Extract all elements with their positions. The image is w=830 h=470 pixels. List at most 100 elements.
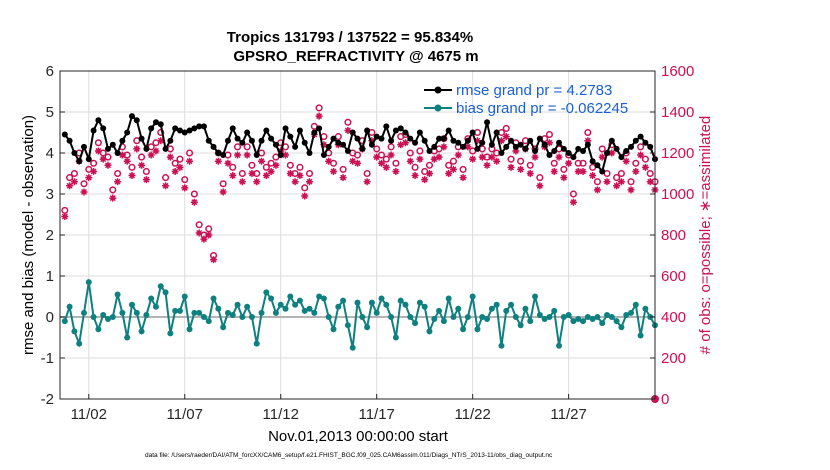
bias-point-114 <box>608 314 615 320</box>
bias-point-20 <box>157 283 164 290</box>
rmse-point-37 <box>239 139 246 146</box>
possible-point-99 <box>536 174 544 182</box>
y-tick-label-0: -2 <box>41 391 54 408</box>
assimilated-point-87 <box>478 153 486 161</box>
rmse-point-22 <box>167 137 174 144</box>
bias-point-83 <box>460 326 467 333</box>
possible-point-51 <box>305 169 314 178</box>
assimilated-point-89 <box>488 153 496 161</box>
rmse-point-10 <box>109 141 116 148</box>
assimilated-point-105 <box>565 159 573 167</box>
assimilated-point-74 <box>416 155 424 163</box>
bias-point-75 <box>421 303 428 310</box>
bias-point-33 <box>220 324 227 331</box>
assimilated-point-82 <box>454 151 462 159</box>
assimilated-point-38 <box>243 151 251 159</box>
possible-point-23 <box>171 159 179 167</box>
y2-tick-label-2: 400 <box>661 309 686 326</box>
possible-point-93 <box>507 155 515 163</box>
assimilated-point-98 <box>531 153 539 161</box>
rmse-point-76 <box>426 147 433 154</box>
possible-point-108 <box>579 159 587 167</box>
rmse-point-112 <box>599 168 606 175</box>
possible-point-102 <box>550 159 558 167</box>
bias-point-70 <box>397 297 404 304</box>
assimilated-point-33 <box>219 188 227 196</box>
y2-tick-label-3: 600 <box>661 268 686 285</box>
bias-point-104 <box>560 314 567 320</box>
assimilated-point-73 <box>411 172 419 180</box>
rmse-point-66 <box>378 135 385 142</box>
y2-axis-ticks: 0 200 400 600 800 1000 1200 1400 1600 <box>650 63 694 408</box>
possible-point-76 <box>425 161 434 169</box>
rmse-point-13 <box>124 129 131 136</box>
assimilated-point-92 <box>502 133 510 141</box>
possible-point-97 <box>526 161 534 169</box>
rmse-point-26 <box>186 127 193 134</box>
possible-point-74 <box>416 147 424 155</box>
bias-point-44 <box>272 309 279 316</box>
possible-point-14 <box>128 163 136 171</box>
bias-point-85 <box>469 293 476 300</box>
bias-point-12 <box>119 309 126 316</box>
assimilated-point-34 <box>224 159 232 167</box>
bias-point-24 <box>176 307 183 314</box>
bias-point-53 <box>316 293 323 300</box>
assimilated-point-18 <box>147 151 155 159</box>
rmse-point-61 <box>354 135 361 142</box>
assimilated-point-112 <box>598 153 606 161</box>
assimilated-point-67 <box>382 163 390 171</box>
rmse-point-18 <box>148 125 155 132</box>
assimilated-point-42 <box>262 172 270 180</box>
bias-point-25 <box>181 293 188 300</box>
assimilated-point-0 <box>61 213 69 221</box>
bias-point-76 <box>426 328 433 335</box>
bias-point-115 <box>613 318 620 325</box>
possible-point-111 <box>593 178 601 186</box>
bias-point-52 <box>311 309 318 316</box>
legend-rmse-text: rmse grand pr = 4.2783 <box>456 82 612 99</box>
y-tick-label-4: 2 <box>46 227 54 244</box>
bias-point-80 <box>445 295 452 302</box>
bias-point-37 <box>239 314 246 320</box>
assimilated-point-114 <box>608 149 616 157</box>
assimilated-point-29 <box>200 235 208 243</box>
rmse-point-58 <box>340 141 347 148</box>
bias-point-99 <box>536 311 543 318</box>
assimilated-point-101 <box>545 139 553 147</box>
rmse-point-70 <box>397 125 404 132</box>
rmse-point-98 <box>532 147 539 154</box>
rmse-point-90 <box>493 129 500 136</box>
assimilated-point-88 <box>483 161 491 169</box>
rmse-point-4 <box>80 143 87 150</box>
rmse-point-50 <box>301 139 308 146</box>
bias-point-92 <box>503 307 510 314</box>
possible-point-27 <box>190 190 198 198</box>
assimilated-point-97 <box>526 170 534 177</box>
rmse-point-42 <box>263 127 270 134</box>
possible-point-35 <box>229 163 237 171</box>
chart-subtitle: GPSRO_REFRACTIVITY @ 4675 m <box>233 48 478 65</box>
assimilated-point-41 <box>258 157 266 165</box>
y2-tick-label-6: 1200 <box>661 145 694 162</box>
obs-assimilated-series <box>61 112 659 403</box>
possible-point-106 <box>569 190 577 198</box>
rmse-point-27 <box>191 125 198 132</box>
rmse-point-99 <box>536 135 543 142</box>
assimilated-point-120 <box>637 151 645 159</box>
assimilated-point-85 <box>469 155 477 163</box>
rmse-point-116 <box>618 154 625 161</box>
bias-point-9 <box>104 316 111 323</box>
bias-point-38 <box>244 303 251 310</box>
rmse-point-44 <box>272 141 279 148</box>
rmse-point-105 <box>565 150 572 156</box>
rmse-point-40 <box>253 152 260 159</box>
bias-point-45 <box>277 301 284 308</box>
possible-point-115 <box>613 174 621 182</box>
x-tick-label-2: 11/12 <box>263 406 299 423</box>
rmse-point-17 <box>143 145 150 152</box>
rmse-point-52 <box>311 129 318 136</box>
bias-point-117 <box>623 311 630 318</box>
bias-point-103 <box>556 342 563 349</box>
bias-point-28 <box>196 309 203 316</box>
